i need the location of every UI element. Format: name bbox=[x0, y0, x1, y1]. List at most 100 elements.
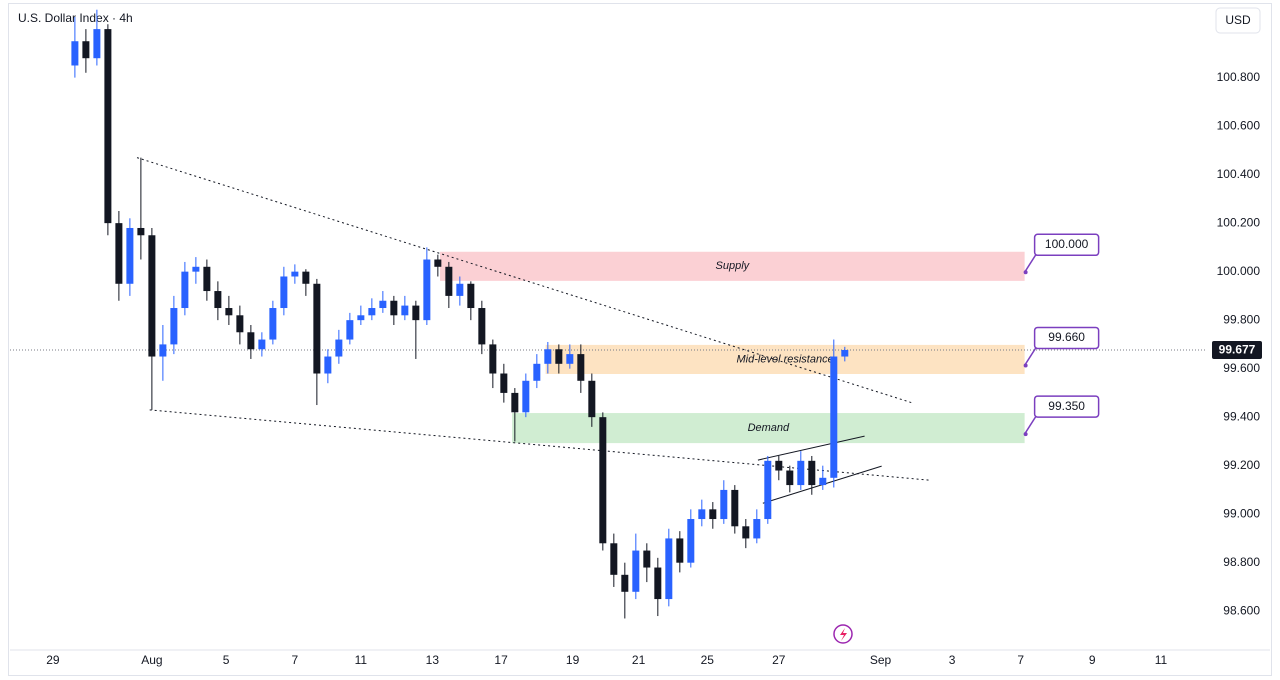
callout-box bbox=[1033, 395, 1100, 418]
candle-body bbox=[489, 344, 497, 374]
zone-label: Demand bbox=[748, 422, 790, 434]
y-tick-label: 100.800 bbox=[1217, 70, 1261, 84]
candle-body bbox=[610, 543, 618, 575]
candle-body bbox=[236, 315, 244, 333]
candle-body bbox=[588, 380, 596, 418]
candle-body bbox=[357, 315, 365, 321]
candle-body bbox=[269, 308, 277, 340]
candle-body bbox=[258, 339, 266, 350]
callout-label: 99.350 bbox=[1048, 399, 1085, 413]
currency-box[interactable] bbox=[1215, 7, 1261, 34]
candle-body bbox=[533, 363, 541, 381]
candle-body bbox=[687, 519, 695, 563]
last-price-tag bbox=[1212, 340, 1262, 359]
candle-body bbox=[808, 460, 816, 486]
callout-box bbox=[1033, 233, 1100, 257]
callout-dot bbox=[1023, 363, 1028, 368]
candle-body bbox=[665, 538, 673, 600]
y-tick-label: 99.400 bbox=[1223, 409, 1260, 423]
candle-body bbox=[445, 266, 453, 296]
candle-body bbox=[203, 266, 211, 292]
zone-label: Mid-level resistance bbox=[737, 353, 834, 365]
callout-label: 99.660 bbox=[1048, 330, 1085, 344]
candle-body bbox=[522, 380, 530, 413]
candle-body bbox=[566, 354, 574, 364]
zone bbox=[512, 413, 1025, 444]
y-tick-label: 100.200 bbox=[1217, 215, 1261, 229]
candle-body bbox=[786, 470, 794, 486]
callout-label: 100.000 bbox=[1045, 237, 1089, 251]
candle-body bbox=[148, 235, 156, 357]
candle-body bbox=[841, 349, 849, 357]
x-tick-label: 11 bbox=[1155, 653, 1168, 667]
candle-body bbox=[753, 519, 761, 539]
candle-body bbox=[456, 283, 464, 296]
y-tick-label: 100.400 bbox=[1217, 167, 1261, 181]
candle-body bbox=[775, 460, 783, 471]
x-tick-label: 25 bbox=[701, 653, 715, 667]
x-tick-label: 17 bbox=[494, 653, 508, 667]
y-tick-label: 98.800 bbox=[1223, 555, 1260, 569]
candle-body bbox=[577, 354, 585, 381]
x-tick-label: 7 bbox=[1017, 653, 1024, 667]
candle-body bbox=[500, 373, 508, 393]
candle-body bbox=[368, 308, 376, 316]
candle-body bbox=[82, 41, 90, 59]
candle-body bbox=[71, 41, 79, 66]
candle-body bbox=[324, 356, 332, 374]
callout-dot bbox=[1023, 270, 1028, 275]
last-price-label: 99.677 bbox=[1219, 343, 1256, 357]
candle-body bbox=[467, 283, 475, 309]
candle-body bbox=[379, 300, 387, 309]
candle-body bbox=[335, 339, 343, 357]
x-tick-label: 19 bbox=[566, 653, 580, 667]
candle-body bbox=[830, 356, 838, 478]
candle-body bbox=[544, 349, 552, 364]
y-tick-label: 100.600 bbox=[1217, 118, 1261, 132]
candle-body bbox=[159, 344, 167, 357]
y-tick-label: 99.600 bbox=[1223, 361, 1260, 375]
candle-body bbox=[401, 305, 409, 316]
candle-body bbox=[170, 308, 178, 345]
candle-body bbox=[192, 266, 200, 272]
candle-body bbox=[115, 223, 123, 284]
x-tick-label: 13 bbox=[426, 653, 440, 667]
candle-body bbox=[643, 550, 651, 568]
candle-body bbox=[423, 259, 431, 321]
flash-icon[interactable] bbox=[833, 624, 853, 644]
currency[interactable]: USD bbox=[1225, 13, 1251, 27]
y-tick-label: 99.200 bbox=[1223, 458, 1260, 472]
candle-body bbox=[599, 417, 607, 544]
candle-body bbox=[698, 509, 706, 520]
callout-dot bbox=[1023, 432, 1028, 437]
candle-body bbox=[742, 526, 750, 539]
candle-body bbox=[313, 283, 321, 374]
candle-body bbox=[247, 332, 255, 350]
candle-body bbox=[709, 509, 717, 520]
y-tick-label: 99.800 bbox=[1223, 312, 1260, 326]
candle-body bbox=[104, 29, 112, 224]
trendline bbox=[757, 435, 865, 461]
candle-body bbox=[280, 276, 288, 309]
candle-body bbox=[632, 550, 640, 592]
candle-body bbox=[181, 271, 189, 309]
candle-body bbox=[511, 392, 519, 413]
zone-label: Supply bbox=[716, 260, 751, 272]
x-tick-label: 11 bbox=[355, 653, 368, 667]
candle-body bbox=[478, 308, 486, 345]
x-tick-label: Aug bbox=[141, 653, 162, 667]
y-tick-label: 100.000 bbox=[1217, 264, 1261, 278]
candle-body bbox=[126, 227, 134, 284]
trendline bbox=[149, 409, 931, 481]
candle-body bbox=[720, 489, 728, 520]
candle-body bbox=[225, 308, 233, 316]
candle-body bbox=[555, 349, 563, 364]
x-tick-label: 27 bbox=[772, 653, 786, 667]
candle-body bbox=[819, 477, 827, 486]
y-tick-label: 99.000 bbox=[1223, 506, 1260, 520]
zone bbox=[440, 251, 1025, 281]
candle-body bbox=[93, 29, 101, 59]
candle-body bbox=[621, 574, 629, 592]
callout-box bbox=[1033, 326, 1100, 350]
